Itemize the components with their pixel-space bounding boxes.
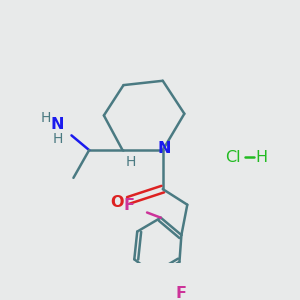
Text: H: H <box>41 111 51 125</box>
Text: N: N <box>158 141 172 156</box>
Text: F: F <box>124 198 135 213</box>
Text: O: O <box>110 195 123 210</box>
Text: H: H <box>125 155 136 169</box>
Text: Cl: Cl <box>226 149 241 164</box>
Text: F: F <box>176 286 187 300</box>
Text: H: H <box>52 132 63 146</box>
Text: N: N <box>51 118 64 133</box>
Text: H: H <box>256 149 268 164</box>
